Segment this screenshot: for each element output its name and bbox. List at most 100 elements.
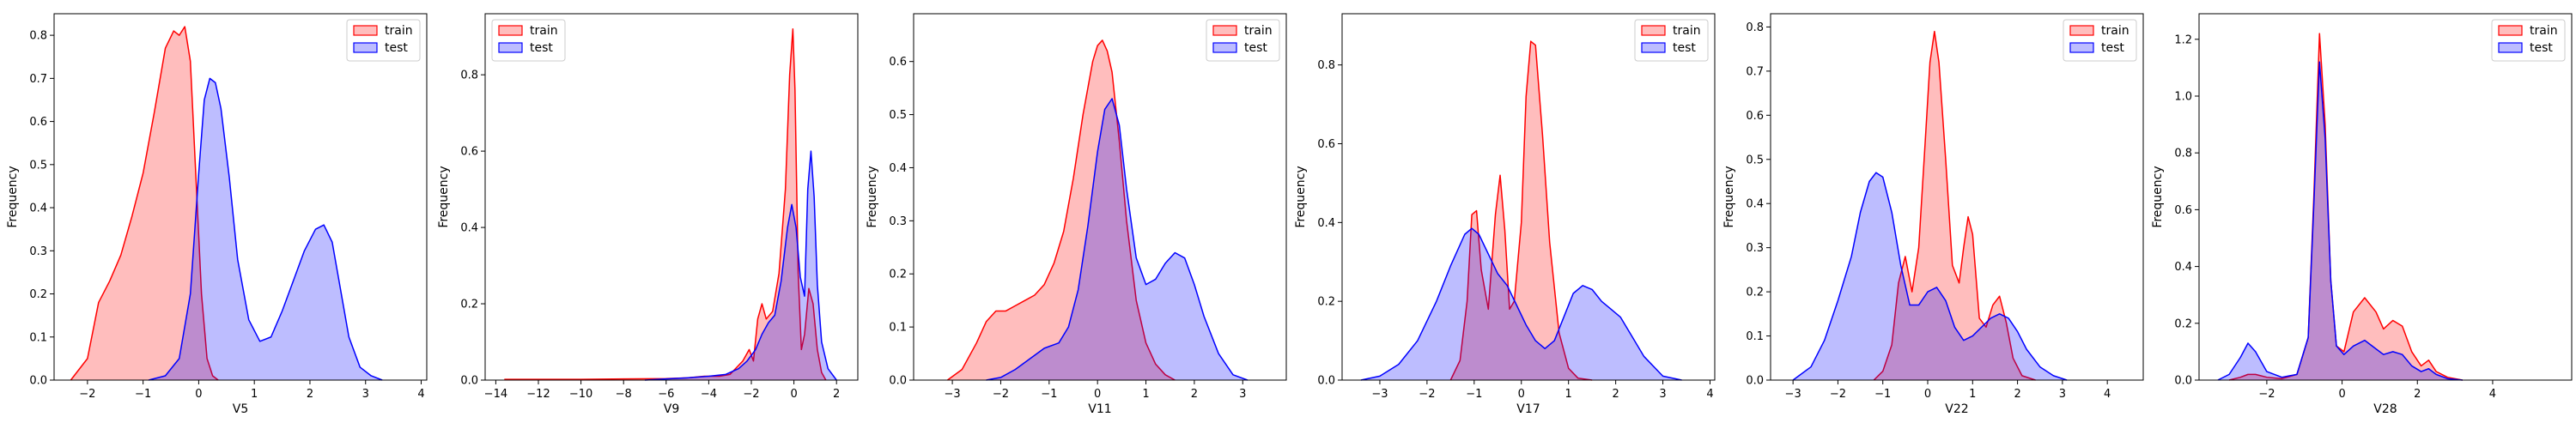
x-tick-label: 0: [2338, 388, 2345, 401]
legend-swatch-train: [2069, 25, 2094, 36]
legend-swatch-test: [353, 42, 378, 53]
y-tick-label: 0.6: [460, 146, 478, 159]
legend-box: [1206, 19, 1280, 62]
series-area-test: [1360, 228, 1682, 380]
series-test: [1360, 227, 1682, 381]
x-axis-label: V22: [1945, 402, 1968, 416]
x-tick-label: 0: [1094, 388, 1101, 401]
y-tick-label: 0.5: [1746, 154, 1764, 166]
y-tick-label: 1.0: [2174, 90, 2192, 103]
series-line-test: [1360, 227, 1682, 381]
x-tick-label: 2: [1191, 388, 1198, 401]
series-area-test: [2217, 62, 2463, 381]
y-axis-label: Frequency: [6, 166, 20, 227]
series-test: [644, 150, 837, 381]
x-tick-label: −12: [526, 388, 550, 401]
y-tick-label: 0.2: [2174, 317, 2192, 330]
y-tick-label: 0.8: [1746, 21, 1764, 34]
legend-swatch-train: [1212, 25, 1237, 36]
x-tick-label: −3: [1785, 388, 1801, 401]
series-train: [2228, 33, 2464, 381]
y-tick-label: 0.3: [1746, 242, 1764, 255]
series-line-test: [2217, 61, 2463, 381]
series-line-train: [2228, 33, 2464, 381]
legend-box: [346, 19, 421, 62]
y-tick-label: 0.1: [1746, 330, 1764, 343]
series-line-test: [1792, 172, 2068, 381]
series-area-test: [986, 99, 1248, 380]
y-axis-label: Frequency: [1722, 166, 1736, 227]
x-axis-label: V17: [1516, 402, 1540, 416]
legend-swatch-test: [2069, 42, 2094, 53]
y-tick-label: 0.8: [460, 69, 478, 82]
x-tick-label: −14: [484, 388, 507, 401]
y-tick-label: 0.7: [29, 73, 47, 86]
series-test: [1792, 172, 2068, 381]
y-tick-label: 0.8: [29, 30, 47, 43]
subplot-V9: −14 −12 −10 −8 −6 −4 −2 0 2 0.0 0.2 0.4 0.6 0.8 V9 Freq…: [437, 13, 859, 416]
legend-swatch-train: [498, 25, 523, 36]
y-tick-label: 0.8: [2174, 148, 2192, 160]
y-tick-label: 0.8: [1317, 59, 1335, 72]
legend-box: [491, 19, 566, 62]
x-tick-label: 1: [1565, 388, 1572, 401]
legend-label-train: train: [385, 24, 413, 38]
axes-frame: [2198, 13, 2573, 381]
x-axis-label: V5: [233, 402, 248, 416]
x-tick-label: −1: [1041, 388, 1057, 401]
series-line-train: [947, 39, 1176, 381]
series-train: [947, 39, 1176, 381]
series-area-train: [947, 39, 1176, 380]
legend-label-test: test: [1244, 41, 1267, 55]
legend: train test: [346, 19, 421, 62]
y-tick-label: 0.1: [29, 331, 47, 344]
series-area-test: [645, 151, 837, 380]
y-tick-label: 0.0: [2174, 375, 2192, 388]
x-tick-label: −6: [658, 388, 674, 401]
legend-label-train: train: [1244, 24, 1273, 38]
legend-swatch-train: [1641, 25, 1666, 36]
legend-swatch-test: [2498, 42, 2523, 53]
y-tick-label: 0.4: [889, 162, 907, 175]
series-line-train: [1449, 40, 1593, 381]
x-tick-label: −1: [135, 388, 151, 401]
x-tick-label: 0: [1518, 388, 1525, 401]
subplot-V11: −3 −2 −1 0 1 2 3 0.0 0.1 0.2 0.3 0.4 0.5 0.6 V11 Freque…: [866, 13, 1287, 416]
x-tick-label: 4: [2489, 388, 2496, 401]
x-tick-label: 3: [2059, 388, 2066, 401]
y-tick-label: 0.0: [460, 375, 478, 388]
x-tick-label: 1: [1969, 388, 1976, 401]
y-tick-label: 1.2: [2174, 33, 2192, 46]
series-line-test: [644, 150, 837, 381]
y-tick-label: 0.2: [889, 269, 907, 281]
x-tick-label: 1: [1142, 388, 1149, 401]
x-tick-label: −3: [1371, 388, 1388, 401]
x-axis-label: V28: [2373, 402, 2397, 416]
axes-frame: [1770, 13, 2144, 381]
legend-swatch-train: [353, 25, 378, 36]
x-tick-label: 0: [790, 388, 797, 401]
x-tick-label: 2: [307, 388, 313, 401]
x-tick-label: 0: [195, 388, 202, 401]
y-tick-label: 0.0: [1317, 375, 1335, 388]
y-tick-label: 0.4: [1746, 198, 1764, 211]
y-tick-label: 0.6: [1317, 138, 1335, 151]
y-tick-label: 0.4: [1317, 217, 1335, 230]
y-tick-label: 0.1: [889, 322, 907, 335]
y-axis-label: Frequency: [2151, 166, 2165, 227]
legend-box: [1634, 19, 1709, 62]
y-tick-label: 0.6: [2174, 204, 2192, 217]
x-tick-label: −10: [569, 388, 592, 401]
series-line-train: [1873, 30, 2036, 381]
legend: train test: [491, 19, 566, 62]
x-tick-label: 3: [1659, 388, 1666, 401]
x-tick-label: −2: [993, 388, 1009, 401]
series-line-test: [986, 98, 1249, 381]
series-train: [70, 26, 219, 381]
x-tick-label: 3: [362, 388, 369, 401]
series-area-train: [1874, 31, 2036, 380]
legend: train test: [2491, 19, 2566, 62]
legend: train test: [1206, 19, 1280, 62]
subplot-V17: −3 −2 −1 0 1 2 3 4 0.0 0.2 0.4 0.6 0.8 V17 Frequency tr…: [1294, 13, 1716, 416]
